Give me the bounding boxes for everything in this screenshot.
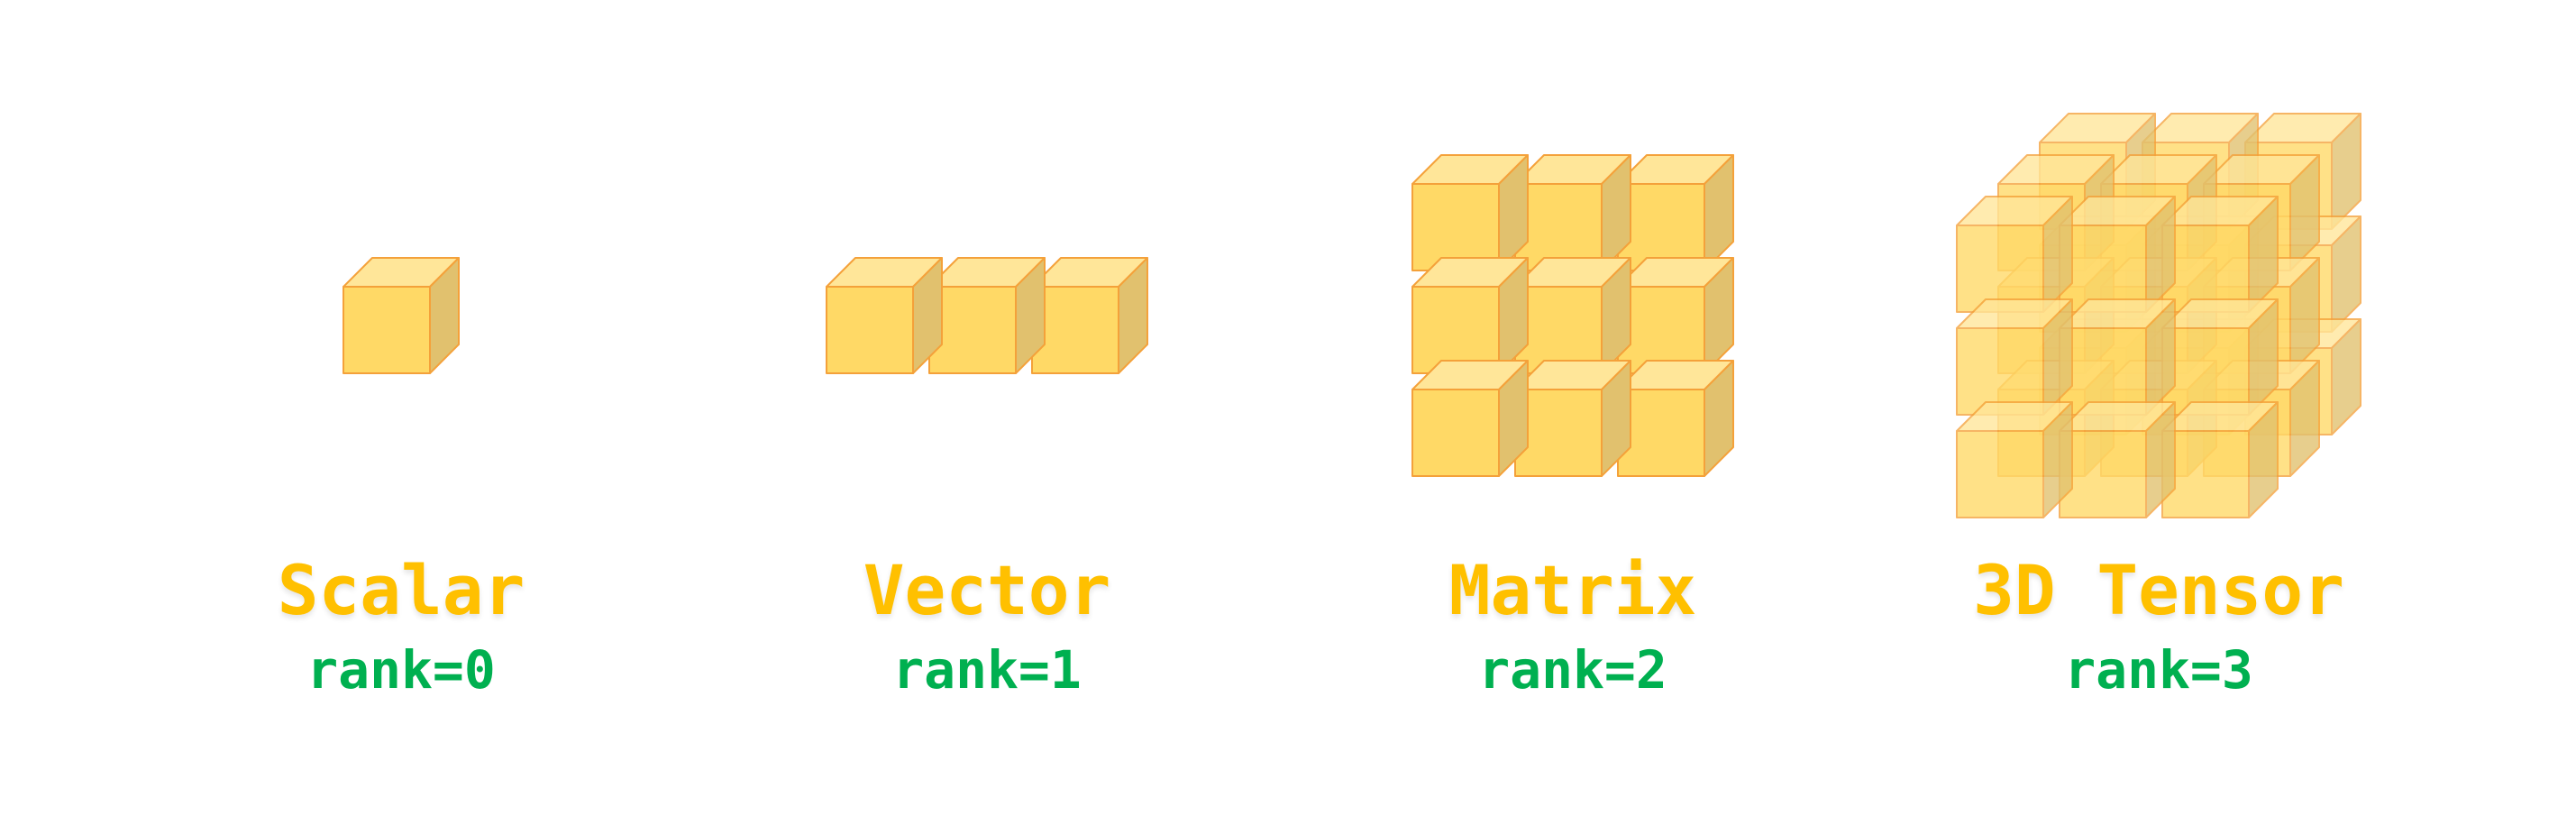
cube-front-face	[2059, 430, 2147, 518]
matrix-cube-group	[1411, 154, 1734, 477]
matrix-panel: Matrix rank=2	[1284, 0, 1861, 825]
cube-front-face	[1411, 286, 1500, 374]
vector-panel: Vector rank=1	[699, 0, 1275, 825]
cube-front-face	[1617, 183, 1705, 271]
cube-front-face	[2161, 430, 2250, 518]
tensor-cube-l0-r0-c0	[1956, 196, 2073, 313]
matrix-cube-l0-r2-c1	[1514, 360, 1631, 477]
cube-front-face	[1514, 286, 1603, 374]
tensor-cube-l0-r1-c2	[2161, 298, 2279, 416]
vector-cube-l0-r0-c2	[1031, 257, 1148, 374]
cube-front-face	[1617, 286, 1705, 374]
tensor-cube-l0-r0-c1	[2059, 196, 2176, 313]
cube-front-face	[1956, 327, 2044, 416]
cube-front-face	[1956, 225, 2044, 313]
cube-front-face	[1411, 389, 1500, 477]
scalar-panel: Scalar rank=0	[113, 0, 690, 825]
matrix-cube-l0-r1-c2	[1617, 257, 1734, 374]
matrix-cube-l0-r1-c0	[1411, 257, 1529, 374]
scalar-cube-l0-r0-c0	[343, 257, 460, 374]
tensor-cube-l0-r1-c1	[2059, 298, 2176, 416]
matrix-title: Matrix	[1448, 550, 1697, 630]
matrix-cube-l0-r0-c0	[1411, 154, 1529, 271]
scalar-cube-group	[343, 257, 460, 374]
cube-front-face	[343, 286, 431, 374]
tensor-cube-l0-r0-c2	[2161, 196, 2279, 313]
vector-cube-l0-r0-c1	[928, 257, 1046, 374]
tensor-title: 3D Tensor	[1973, 550, 2344, 630]
scalar-rank-label: rank=0	[306, 639, 496, 701]
cube-front-face	[1956, 430, 2044, 518]
vector-cube-l0-r0-c0	[826, 257, 943, 374]
matrix-cube-l0-r0-c1	[1514, 154, 1631, 271]
tensor-panel: 3D Tensor rank=3	[1870, 0, 2447, 825]
matrix-cube-l0-r1-c1	[1514, 257, 1631, 374]
matrix-cube-l0-r2-c2	[1617, 360, 1734, 477]
cube-front-face	[826, 286, 914, 374]
tensor-cube-l0-r2-c0	[1956, 401, 2073, 518]
tensor-cube-group	[1956, 113, 2361, 518]
matrix-rank-label: rank=2	[1478, 639, 1667, 701]
cube-front-face	[928, 286, 1017, 374]
cube-front-face	[2059, 327, 2147, 416]
cube-front-face	[1617, 389, 1705, 477]
tensor-cube-l0-r1-c0	[1956, 298, 2073, 416]
vector-rank-label: rank=1	[892, 639, 1082, 701]
tensor-rank-label: rank=3	[2064, 639, 2253, 701]
cube-front-face	[1514, 389, 1603, 477]
tensor-cube-l0-r2-c1	[2059, 401, 2176, 518]
scalar-title: Scalar	[277, 550, 525, 630]
vector-cube-group	[826, 257, 1148, 374]
cube-front-face	[2161, 327, 2250, 416]
vector-title: Vector	[863, 550, 1111, 630]
tensor-cube-l0-r2-c2	[2161, 401, 2279, 518]
matrix-cube-l0-r0-c2	[1617, 154, 1734, 271]
cube-front-face	[1514, 183, 1603, 271]
cube-front-face	[1411, 183, 1500, 271]
matrix-cube-l0-r2-c0	[1411, 360, 1529, 477]
